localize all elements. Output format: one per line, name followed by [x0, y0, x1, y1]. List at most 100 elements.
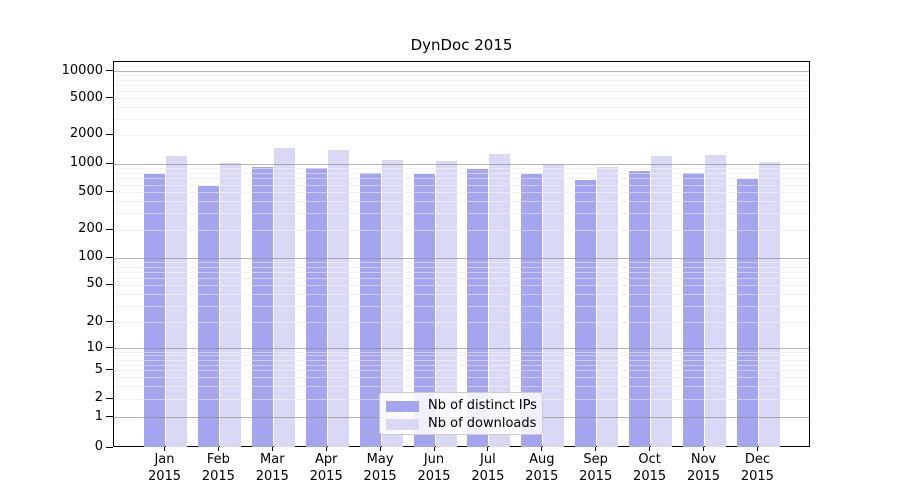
bar-downloads-mar	[273, 147, 295, 447]
x-tick-label-dec: Dec 2015	[729, 451, 785, 485]
y-tick-mark	[106, 133, 113, 135]
y-tick-label-10: 10	[86, 339, 103, 355]
x-tick-year: 2015	[363, 469, 397, 484]
gridline-minor	[114, 277, 809, 279]
y-tick-mark	[106, 283, 113, 285]
gridline-minor	[114, 91, 809, 92]
x-tick-month: Feb	[206, 452, 230, 467]
legend: Nb of distinct IPs Nb of downloads	[379, 392, 543, 435]
x-tick-year: 2015	[147, 469, 182, 484]
gridline-minor	[114, 364, 809, 366]
gridline-minor	[114, 85, 809, 86]
gridline-minor	[114, 178, 809, 180]
gridline-minor	[114, 229, 809, 231]
gridline-minor	[114, 271, 809, 273]
x-tick-month: Sep	[583, 452, 608, 467]
gridline-major	[114, 163, 809, 165]
y-tick-label-2000: 2000	[69, 126, 103, 142]
bar-distinct-ips-may	[359, 172, 381, 447]
y-tick-label-1: 1	[94, 408, 103, 424]
gridline-minor	[114, 351, 809, 353]
y-tick-mark	[106, 191, 113, 193]
x-tick-year: 2015	[579, 469, 613, 484]
x-tick-year: 2015	[525, 469, 559, 484]
x-tick-year: 2015	[255, 469, 289, 484]
y-tick-mark	[106, 228, 113, 230]
x-tick-month: Mar	[260, 452, 285, 467]
gridline-minor	[114, 184, 809, 186]
y-tick-mark	[106, 397, 113, 399]
bar-downloads-oct	[651, 156, 673, 447]
gridline-minor	[114, 277, 809, 279]
gridline-minor	[114, 118, 809, 120]
bar-distinct-ips-dec	[736, 178, 758, 447]
gridline-major	[114, 348, 809, 350]
y-tick-label-50: 50	[86, 276, 103, 292]
bar-distinct-ips-aug	[521, 174, 543, 447]
gridline-minor	[114, 75, 809, 77]
bar-downloads-nov	[705, 155, 726, 447]
gridline-major	[114, 257, 809, 259]
gridline-minor	[114, 377, 809, 379]
x-tick-month: Jun	[423, 452, 445, 467]
gridline-minor	[114, 192, 809, 194]
gridline-minor	[114, 266, 809, 268]
gridline-minor	[114, 351, 809, 353]
x-tick-year: 2015	[309, 469, 343, 484]
x-tick-year: 2015	[417, 469, 451, 484]
gridline-minor	[114, 229, 809, 231]
gridline-minor	[114, 98, 809, 100]
gridline-minor	[114, 359, 809, 361]
gridline-minor	[114, 364, 809, 366]
gridline-minor	[114, 355, 809, 357]
gridline-minor	[114, 98, 809, 100]
gridline-minor	[114, 91, 809, 92]
x-tick-mark	[487, 447, 489, 451]
gridline-minor	[114, 322, 809, 324]
gridline-minor	[114, 359, 809, 361]
plot-area	[113, 61, 810, 447]
gridline-minor	[114, 386, 809, 388]
x-tick-label-apr: Apr 2015	[298, 451, 354, 485]
x-tick-month: Jan	[154, 452, 175, 467]
gridline-minor	[114, 213, 809, 214]
x-tick-mark	[379, 447, 381, 451]
x-tick-month: Dec	[744, 452, 770, 467]
y-tick-mark	[106, 321, 113, 323]
gridline-minor	[114, 79, 809, 81]
y-tick-label-200: 200	[78, 221, 103, 236]
x-tick-mark	[541, 447, 543, 451]
bar-downloads-dec	[758, 162, 780, 447]
x-tick-mark	[649, 447, 651, 451]
y-tick-label-100: 100	[78, 249, 103, 265]
y-tick-label-2: 2	[94, 390, 103, 406]
gridline-minor	[114, 192, 809, 194]
gridline-minor	[114, 322, 809, 324]
bar-distinct-ips-feb	[197, 185, 219, 447]
legend-swatch-downloads	[386, 418, 419, 430]
x-tick-label-sep: Sep 2015	[568, 451, 624, 485]
y-tick-mark	[106, 256, 113, 258]
x-tick-mark	[703, 447, 704, 451]
x-tick-label-mar: Mar 2015	[244, 451, 300, 485]
x-tick-label-oct: Oct 2015	[622, 451, 678, 485]
y-tick-mark	[106, 97, 113, 99]
y-tick-mark	[106, 369, 113, 371]
gridline-minor	[114, 355, 809, 357]
x-tick-mark	[164, 447, 165, 451]
gridline-minor	[114, 284, 809, 286]
x-tick-mark	[217, 447, 219, 451]
y-tick-label-500: 500	[78, 183, 103, 199]
y-tick-mark	[106, 416, 113, 418]
gridline-minor	[114, 107, 809, 109]
x-tick-month: May	[366, 452, 394, 467]
gridline-minor	[114, 79, 809, 81]
gridline-minor	[114, 261, 809, 263]
gridline-minor	[114, 201, 809, 203]
y-tick-label-5000: 5000	[69, 89, 103, 105]
bar-downloads-jun	[435, 160, 457, 447]
bar-distinct-ips-jan	[144, 173, 165, 447]
y-tick-label-5: 5	[94, 361, 103, 377]
bar-downloads-may	[381, 159, 403, 447]
x-tick-mark	[756, 447, 758, 451]
